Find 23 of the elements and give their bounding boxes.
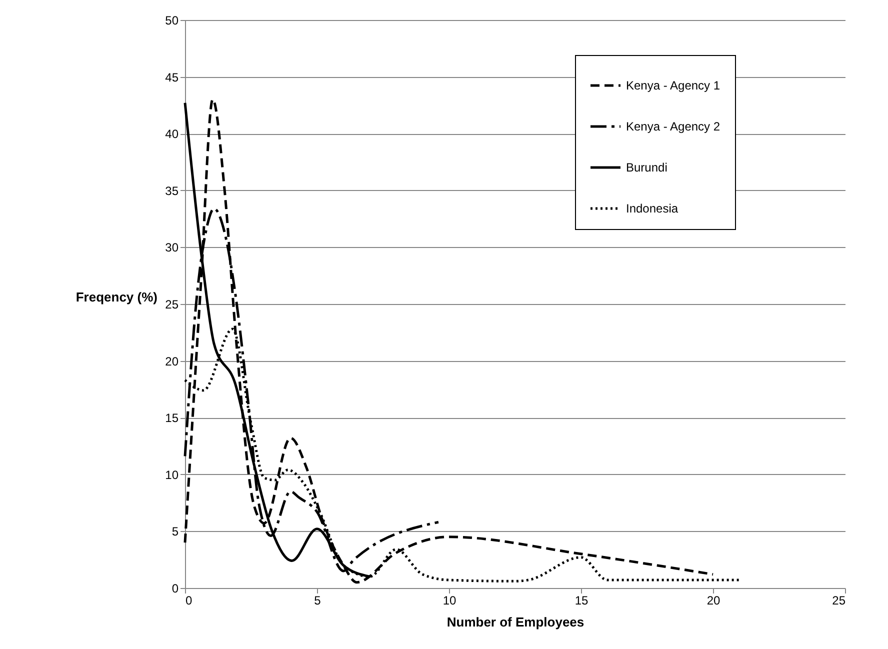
- x-tick-label: 10: [442, 594, 456, 608]
- x-tick-label: 25: [832, 594, 846, 608]
- y-tick-label: 20: [165, 354, 179, 368]
- y-tick-label: 10: [165, 468, 179, 482]
- x-tick-label: 5: [314, 594, 322, 608]
- y-tick-label: 5: [172, 524, 179, 539]
- y-tick-label: 50: [165, 14, 179, 28]
- y-tick-label: 40: [165, 127, 179, 142]
- y-axis-title: Freqency (%): [76, 290, 158, 304]
- x-tick-label: 15: [574, 594, 588, 608]
- x-axis-title: Number of Employees: [446, 614, 584, 630]
- y-tick-label: 35: [165, 184, 179, 198]
- x-tick-label: 0: [186, 594, 192, 608]
- legend-label: Kenya - Agency 1: [626, 78, 720, 92]
- legend-label: Burundi: [626, 160, 668, 174]
- y-tick-label: 0: [172, 582, 179, 596]
- x-tick-label: 20: [706, 594, 720, 608]
- legend-label: Indonesia: [626, 202, 678, 216]
- y-tick-label: 45: [165, 70, 179, 84]
- y-tick-label: 25: [165, 298, 179, 312]
- legend-label: Kenya - Agency 2: [626, 120, 720, 134]
- y-tick-label: 30: [165, 240, 179, 255]
- y-tick-label: 15: [165, 411, 179, 426]
